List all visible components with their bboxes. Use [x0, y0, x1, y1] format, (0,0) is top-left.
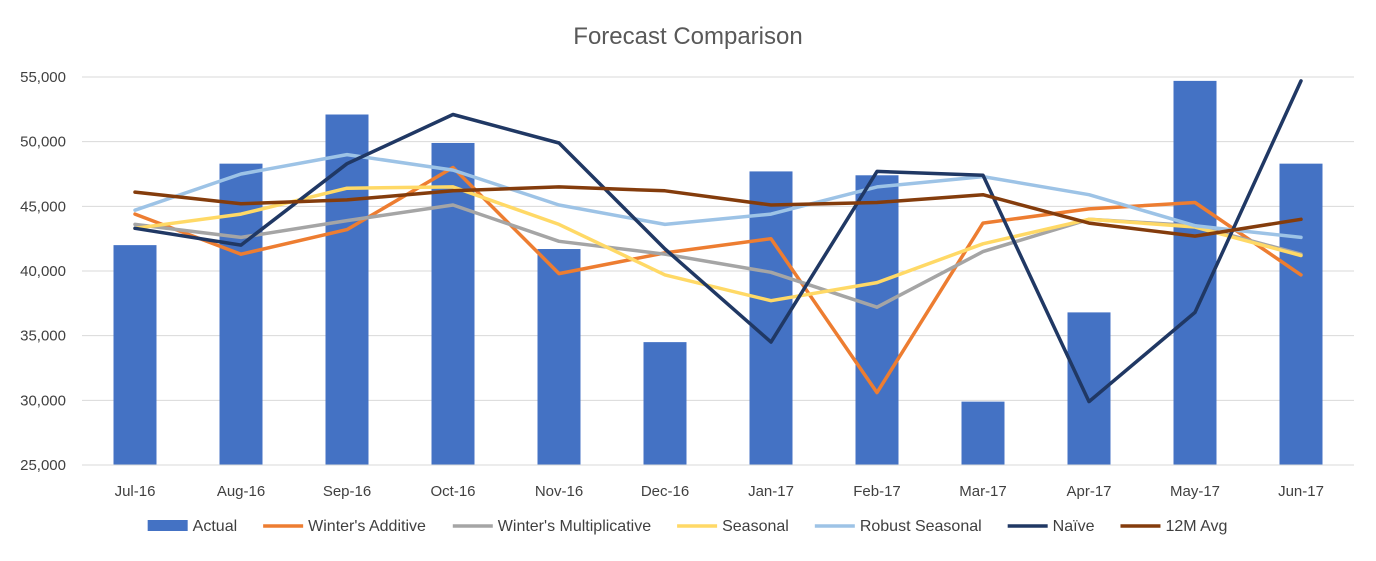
y-tick-label: 45,000	[20, 198, 66, 215]
y-tick-label: 35,000	[20, 328, 66, 345]
legend-swatch	[147, 520, 188, 531]
bar-actual-jul-16	[113, 245, 157, 465]
y-tick-label: 40,000	[20, 263, 66, 280]
x-tick-label: Nov-16	[535, 483, 583, 500]
gridlines	[82, 76, 1354, 401]
legend-label: 12M Avg	[1165, 518, 1227, 535]
legend: Actual Winter's Additive Winter's Multipli…	[147, 518, 1227, 535]
x-tick-label: Apr-17	[1066, 483, 1111, 500]
legend-item-12m-avg: 12M Avg	[1120, 518, 1227, 535]
line-series-robust-seasonal	[133, 152, 1303, 240]
line-series-winter-s-additive	[133, 165, 1303, 395]
legend-label: Robust Seasonal	[860, 518, 982, 535]
legend-label: Actual	[193, 518, 237, 535]
bar-actual-dec-16	[643, 342, 687, 465]
bar-actual-may-17	[1173, 80, 1217, 465]
x-tick-label: Dec-16	[641, 483, 689, 500]
legend-item-robust-seasonal: Robust Seasonal	[814, 518, 982, 535]
legend-item-naive: Naïve	[1007, 518, 1095, 535]
y-tick-label: 50,000	[20, 134, 66, 151]
bar-actual-oct-16	[431, 142, 475, 465]
x-tick-label: Sep-16	[323, 483, 371, 500]
x-tick-label: Jun-17	[1278, 483, 1324, 500]
legend-item-seasonal: Seasonal	[677, 518, 789, 535]
x-tick-label: May-17	[1170, 483, 1220, 500]
line-series-12m-avg	[133, 185, 1303, 238]
legend-label: Winter's Multiplicative	[498, 518, 651, 535]
y-tick-label: 55,000	[20, 69, 66, 86]
legend-item-winter-s-additive: Winter's Additive	[263, 518, 426, 535]
legend-label: Winter's Additive	[308, 518, 426, 535]
line-series-seasonal	[133, 185, 1303, 303]
x-tick-label: Mar-17	[959, 483, 1007, 500]
chart-title: Forecast Comparison	[573, 23, 802, 50]
bar-actual-sep-16	[325, 114, 369, 466]
bar-series-layer	[113, 80, 1323, 466]
y-tick-label: 25,000	[20, 457, 66, 474]
x-tick-label: Feb-17	[853, 483, 901, 500]
bar-actual-jun-17	[1279, 163, 1323, 466]
legend-item-actual: Actual	[147, 518, 237, 535]
x-axis-tick-labels: Jul-16 Aug-16 Sep-16 Oct-16 Nov-16 Dec-16 Jan-…	[115, 483, 1324, 500]
bar-actual-feb-17	[855, 175, 899, 465]
legend-item-winter-s-multiplicative: Winter's Multiplicative	[452, 518, 651, 535]
x-tick-label: Jan-17	[748, 483, 794, 500]
x-tick-label: Oct-16	[430, 483, 475, 500]
legend-label: Seasonal	[722, 518, 789, 535]
bar-actual-nov-16	[537, 249, 581, 465]
y-axis-tick-labels: 25,000 30,000 35,000 40,000 45,000 50,000 55,0…	[20, 69, 66, 474]
line-series-naive	[133, 79, 1303, 404]
x-tick-label: Jul-16	[115, 483, 156, 500]
x-tick-label: Aug-16	[217, 483, 265, 500]
bar-actual-mar-17	[961, 401, 1005, 465]
y-tick-label: 30,000	[20, 392, 66, 409]
legend-label: Naïve	[1053, 518, 1095, 535]
line-series-layer	[133, 79, 1303, 404]
